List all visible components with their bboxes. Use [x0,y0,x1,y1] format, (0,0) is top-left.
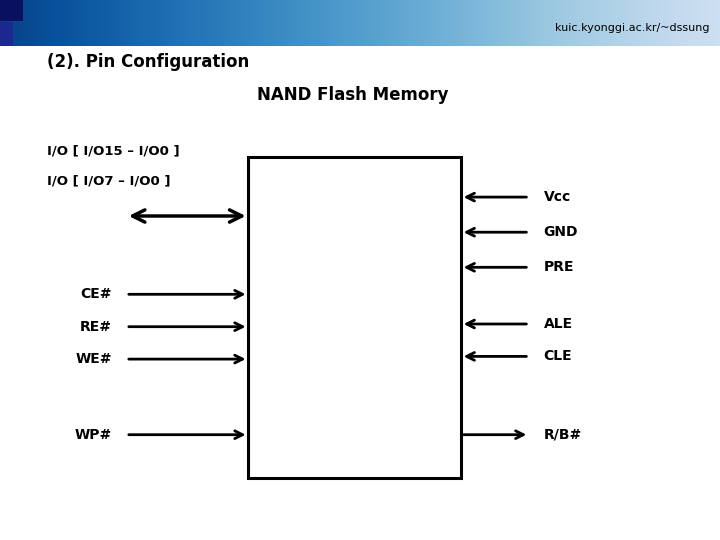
Text: PRE: PRE [544,260,574,274]
Text: kuic.kyonggi.ac.kr/~dssung: kuic.kyonggi.ac.kr/~dssung [554,23,709,33]
Text: CLE: CLE [544,349,572,363]
Text: WE#: WE# [75,352,112,366]
Text: R/B#: R/B# [544,428,582,442]
Text: RE#: RE# [80,320,112,334]
Text: I/O [ I/O7 – I/O0 ]: I/O [ I/O7 – I/O0 ] [47,174,171,187]
Bar [0,22,13,46]
Bar [0,0,23,21]
Text: CE#: CE# [80,287,112,301]
Text: Vcc: Vcc [544,190,571,204]
Text: (2). Pin Configuration: (2). Pin Configuration [47,53,249,71]
Text: GND: GND [544,225,578,239]
Text: WP#: WP# [74,428,112,442]
Text: NAND Flash Memory: NAND Flash Memory [257,85,449,104]
Text: I/O [ I/O15 – I/O0 ]: I/O [ I/O15 – I/O0 ] [47,145,179,158]
Text: ALE: ALE [544,317,572,331]
Bar [248,157,461,478]
